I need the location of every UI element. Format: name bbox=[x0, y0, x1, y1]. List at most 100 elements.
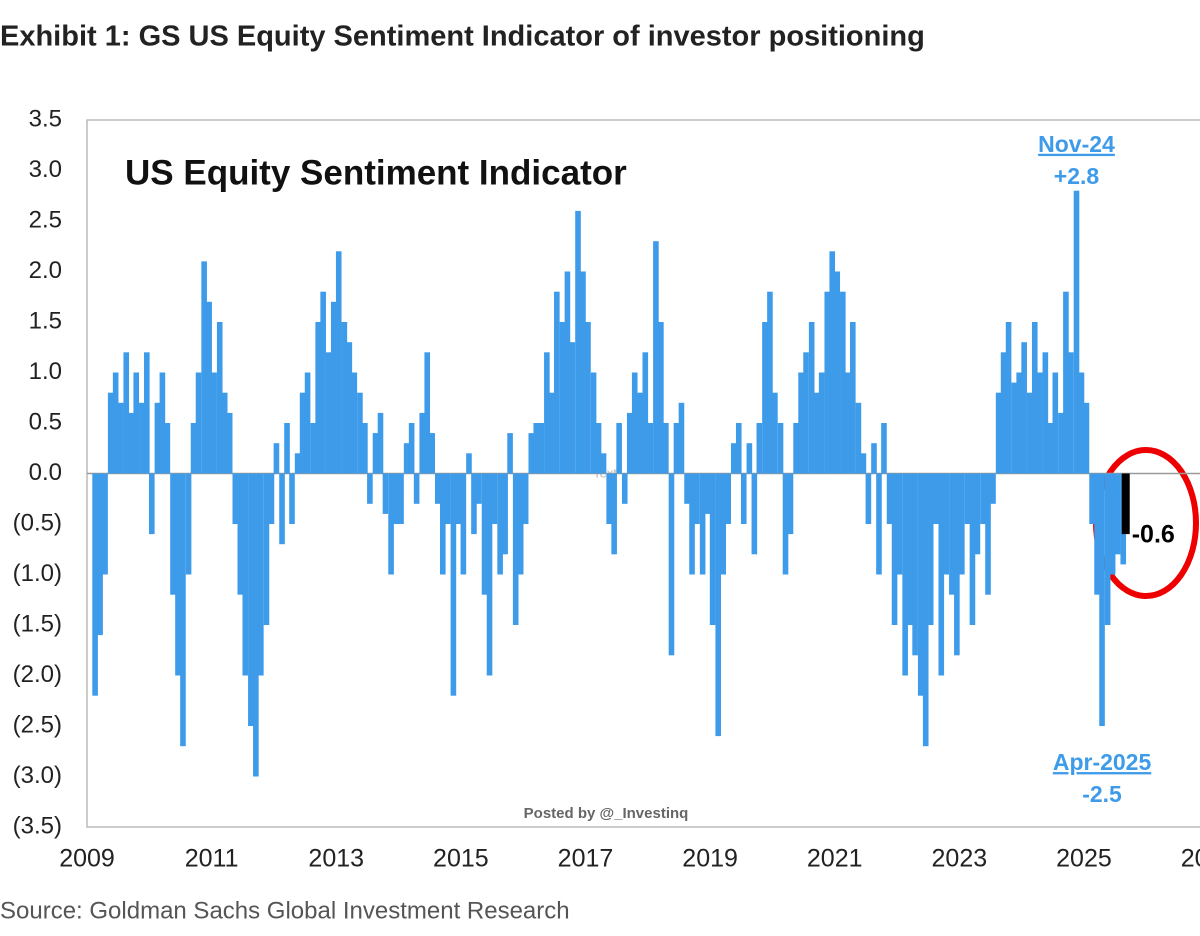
bar bbox=[299, 392, 306, 474]
source: Source: Goldman Sachs Global Investment … bbox=[0, 897, 570, 924]
bar bbox=[481, 473, 488, 595]
y-tick-label: (3.5) bbox=[13, 812, 62, 839]
bar bbox=[980, 473, 986, 524]
bar bbox=[372, 433, 379, 474]
bar bbox=[216, 322, 223, 474]
bar bbox=[865, 473, 872, 524]
bar bbox=[304, 372, 311, 474]
bar bbox=[226, 412, 233, 474]
bar bbox=[268, 473, 275, 524]
bar bbox=[564, 271, 571, 474]
bar bbox=[242, 473, 249, 676]
bar bbox=[647, 423, 654, 474]
bar bbox=[1026, 392, 1033, 474]
y-tick-label: (2.0) bbox=[13, 661, 62, 688]
bar bbox=[253, 473, 259, 777]
bar bbox=[793, 423, 799, 474]
bar bbox=[476, 473, 482, 504]
bar bbox=[762, 322, 768, 474]
bar bbox=[840, 291, 846, 474]
bar bbox=[653, 241, 659, 474]
bar bbox=[362, 423, 368, 474]
bar bbox=[206, 301, 212, 474]
bar bbox=[585, 322, 591, 474]
y-tick-label: 1.5 bbox=[29, 307, 62, 334]
bar bbox=[455, 473, 462, 524]
bar bbox=[1021, 342, 1027, 474]
bar bbox=[964, 473, 971, 524]
bar bbox=[180, 473, 186, 747]
bar bbox=[211, 372, 217, 474]
x-tick-label: 2021 bbox=[807, 845, 863, 873]
bar bbox=[164, 423, 171, 474]
bar bbox=[117, 402, 124, 474]
bar bbox=[985, 473, 991, 595]
bar bbox=[491, 473, 498, 524]
watermark: Posted by @_Investinq bbox=[524, 805, 689, 822]
bar bbox=[325, 352, 332, 474]
bar bbox=[248, 473, 254, 726]
bar bbox=[1114, 473, 1121, 555]
bar bbox=[829, 251, 836, 474]
bar bbox=[886, 473, 893, 524]
y-tick-label: 0.0 bbox=[29, 459, 62, 486]
bar bbox=[990, 473, 996, 504]
bar bbox=[112, 372, 119, 474]
bar bbox=[1000, 352, 1007, 474]
bar bbox=[813, 392, 820, 474]
bar bbox=[1099, 473, 1105, 726]
bar bbox=[149, 473, 155, 535]
bar bbox=[974, 473, 981, 555]
bar bbox=[616, 423, 622, 474]
bar bbox=[1083, 402, 1090, 474]
bar bbox=[1005, 322, 1012, 474]
bar bbox=[439, 473, 446, 575]
bar bbox=[1047, 423, 1054, 474]
bar bbox=[845, 372, 851, 474]
bar bbox=[466, 453, 472, 474]
bar bbox=[595, 423, 602, 474]
x-tick-label: 2015 bbox=[433, 845, 489, 873]
bar bbox=[335, 251, 342, 474]
bar bbox=[927, 473, 934, 625]
y-tick-label: (1.0) bbox=[13, 560, 62, 587]
bar bbox=[767, 291, 773, 474]
bar bbox=[408, 423, 415, 474]
bar bbox=[891, 473, 898, 625]
bar bbox=[528, 433, 535, 474]
bar bbox=[393, 473, 399, 524]
bar bbox=[933, 473, 940, 524]
bar bbox=[279, 473, 285, 545]
x-tick-label: 2009 bbox=[59, 845, 115, 873]
bar bbox=[1073, 190, 1080, 474]
bar bbox=[684, 473, 690, 504]
bar bbox=[787, 473, 794, 535]
bar bbox=[949, 473, 955, 595]
bar bbox=[1031, 322, 1038, 474]
x-tick-label: 2025 bbox=[1056, 845, 1112, 873]
bar bbox=[128, 412, 135, 474]
bar bbox=[756, 423, 763, 474]
bar bbox=[533, 423, 540, 474]
bar bbox=[777, 423, 784, 474]
x-tick-label: 2017 bbox=[558, 845, 614, 873]
bar bbox=[544, 352, 550, 474]
bar bbox=[175, 473, 181, 676]
bar bbox=[507, 433, 513, 474]
y-tick-label: (1.5) bbox=[13, 610, 62, 637]
bar bbox=[1094, 473, 1100, 595]
bar bbox=[575, 210, 581, 474]
y-tick-label: 3.0 bbox=[29, 156, 62, 183]
bar bbox=[102, 473, 108, 575]
bar bbox=[413, 473, 420, 504]
y-tick-label: 1.0 bbox=[29, 358, 62, 385]
bar bbox=[237, 473, 244, 595]
bar bbox=[330, 301, 337, 474]
bar bbox=[818, 372, 825, 474]
bar bbox=[92, 473, 98, 696]
x-tick-label: 2027 bbox=[1181, 845, 1200, 873]
inner-title: US Equity Sentiment Indicator bbox=[125, 153, 627, 192]
bar bbox=[284, 423, 290, 474]
annotation-label: Nov-24 bbox=[1038, 131, 1115, 157]
